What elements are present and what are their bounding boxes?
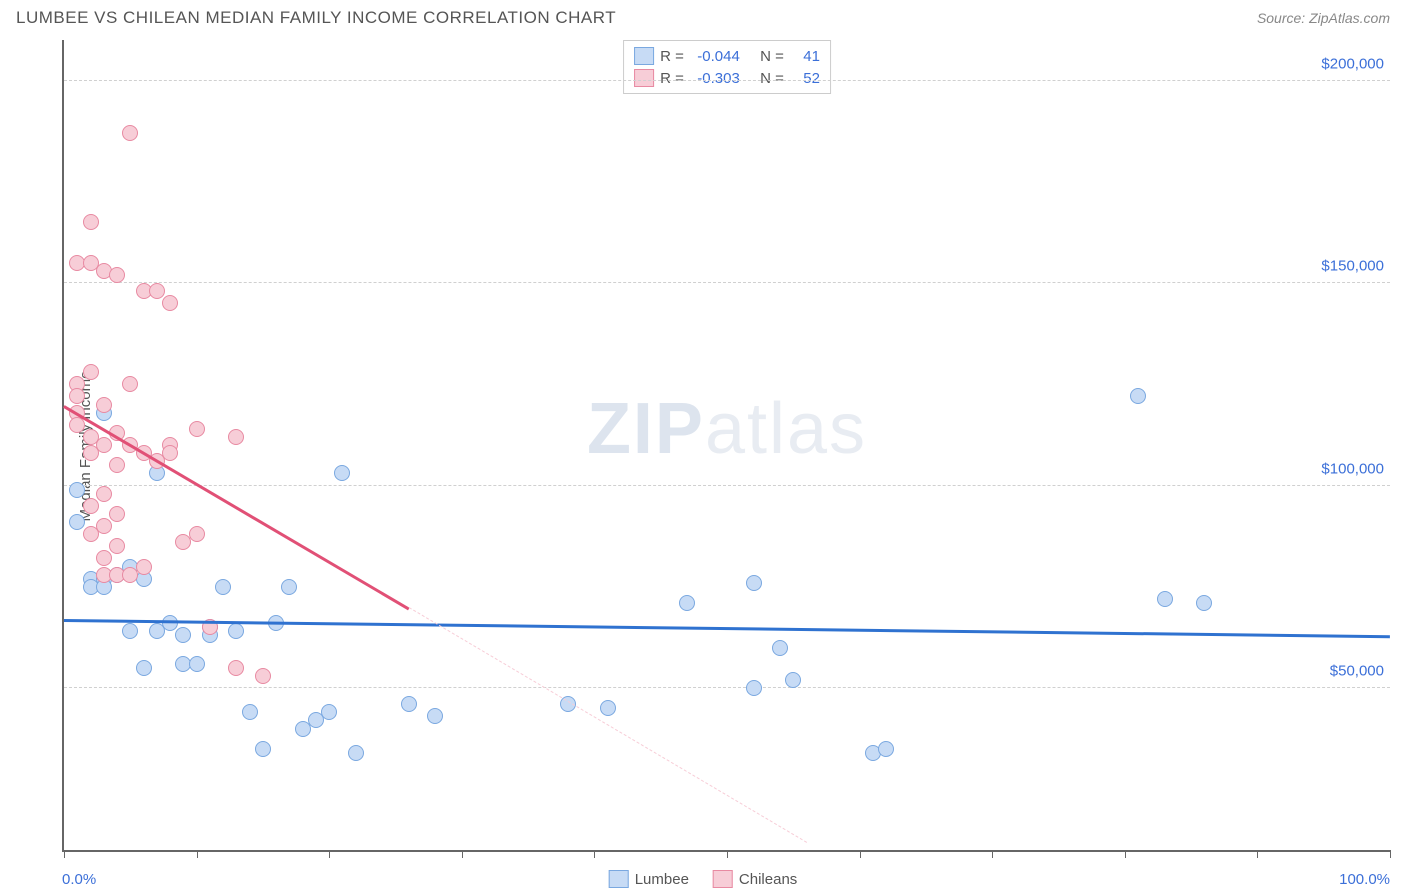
data-point — [149, 283, 165, 299]
y-tick-label: $150,000 — [1321, 258, 1384, 275]
data-point — [228, 660, 244, 676]
data-point — [785, 672, 801, 688]
legend-label: Chileans — [739, 871, 797, 888]
y-tick-label: $100,000 — [1321, 460, 1384, 477]
x-tick — [860, 850, 861, 858]
data-point — [69, 388, 85, 404]
data-point — [746, 575, 762, 591]
data-point — [281, 579, 297, 595]
data-point — [162, 295, 178, 311]
legend-stat-row: R = -0.044 N = 41 — [634, 45, 820, 67]
gridline — [64, 80, 1390, 81]
data-point — [334, 465, 350, 481]
x-tick — [594, 850, 595, 858]
data-point — [83, 364, 99, 380]
watermark: ZIPatlas — [587, 388, 867, 470]
x-tick — [1125, 850, 1126, 858]
data-point — [122, 623, 138, 639]
r-label: R = — [660, 48, 684, 65]
trend-line — [64, 619, 1390, 638]
r-label: R = — [660, 70, 684, 87]
data-point — [772, 640, 788, 656]
data-point — [348, 745, 364, 761]
data-point — [175, 627, 191, 643]
data-point — [321, 704, 337, 720]
data-point — [1157, 591, 1173, 607]
legend-item: Chileans — [713, 870, 797, 888]
n-label: N = — [760, 70, 784, 87]
data-point — [878, 741, 894, 757]
data-point — [122, 376, 138, 392]
data-point — [69, 482, 85, 498]
x-tick — [197, 850, 198, 858]
data-point — [242, 704, 258, 720]
data-point — [746, 680, 762, 696]
data-point — [83, 498, 99, 514]
legend-swatch — [634, 47, 654, 65]
data-point — [600, 700, 616, 716]
data-point — [136, 559, 152, 575]
data-point — [109, 457, 125, 473]
n-value: 52 — [790, 70, 820, 87]
data-point — [189, 421, 205, 437]
data-point — [228, 429, 244, 445]
data-point — [228, 623, 244, 639]
data-point — [1130, 388, 1146, 404]
legend-series: Lumbee Chileans — [609, 870, 798, 888]
legend-item: Lumbee — [609, 870, 689, 888]
data-point — [189, 656, 205, 672]
gridline — [64, 687, 1390, 688]
trend-extension — [408, 607, 806, 843]
data-point — [83, 214, 99, 230]
x-tick — [992, 850, 993, 858]
data-point — [122, 125, 138, 141]
data-point — [162, 615, 178, 631]
data-point — [401, 696, 417, 712]
gridline — [64, 282, 1390, 283]
legend-stats: R = -0.044 N = 41 R = -0.303 N = 52 — [623, 40, 831, 94]
x-tick — [462, 850, 463, 858]
data-point — [109, 538, 125, 554]
data-point — [162, 445, 178, 461]
data-point — [109, 506, 125, 522]
data-point — [96, 550, 112, 566]
x-axis-max-label: 100.0% — [1339, 871, 1390, 888]
n-label: N = — [760, 48, 784, 65]
r-value: -0.044 — [690, 48, 740, 65]
data-point — [427, 708, 443, 724]
data-point — [96, 397, 112, 413]
r-value: -0.303 — [690, 70, 740, 87]
chart-container: Median Family Income ZIPatlas R =-0.044 … — [16, 40, 1390, 852]
plot-area: ZIPatlas R =-0.044 N =41R =-0.303 N =52 … — [62, 40, 1390, 852]
legend-swatch — [634, 69, 654, 87]
source-attribution: Source: ZipAtlas.com — [1257, 10, 1390, 26]
legend-swatch — [609, 870, 629, 888]
data-point — [69, 514, 85, 530]
x-tick — [329, 850, 330, 858]
y-tick-label: $200,000 — [1321, 55, 1384, 72]
data-point — [96, 486, 112, 502]
x-tick — [1257, 850, 1258, 858]
gridline — [64, 485, 1390, 486]
chart-title: LUMBEE VS CHILEAN MEDIAN FAMILY INCOME C… — [16, 8, 616, 28]
legend-stat-row: R = -0.303 N = 52 — [634, 67, 820, 89]
data-point — [189, 526, 205, 542]
data-point — [215, 579, 231, 595]
y-tick-label: $50,000 — [1330, 663, 1384, 680]
x-tick — [1390, 850, 1391, 858]
legend-swatch — [713, 870, 733, 888]
data-point — [255, 741, 271, 757]
n-value: 41 — [790, 48, 820, 65]
x-tick — [64, 850, 65, 858]
legend-label: Lumbee — [635, 871, 689, 888]
data-point — [679, 595, 695, 611]
data-point — [96, 437, 112, 453]
data-point — [255, 668, 271, 684]
data-point — [96, 518, 112, 534]
data-point — [1196, 595, 1212, 611]
data-point — [136, 660, 152, 676]
x-tick — [727, 850, 728, 858]
x-axis-min-label: 0.0% — [62, 871, 96, 888]
data-point — [109, 267, 125, 283]
